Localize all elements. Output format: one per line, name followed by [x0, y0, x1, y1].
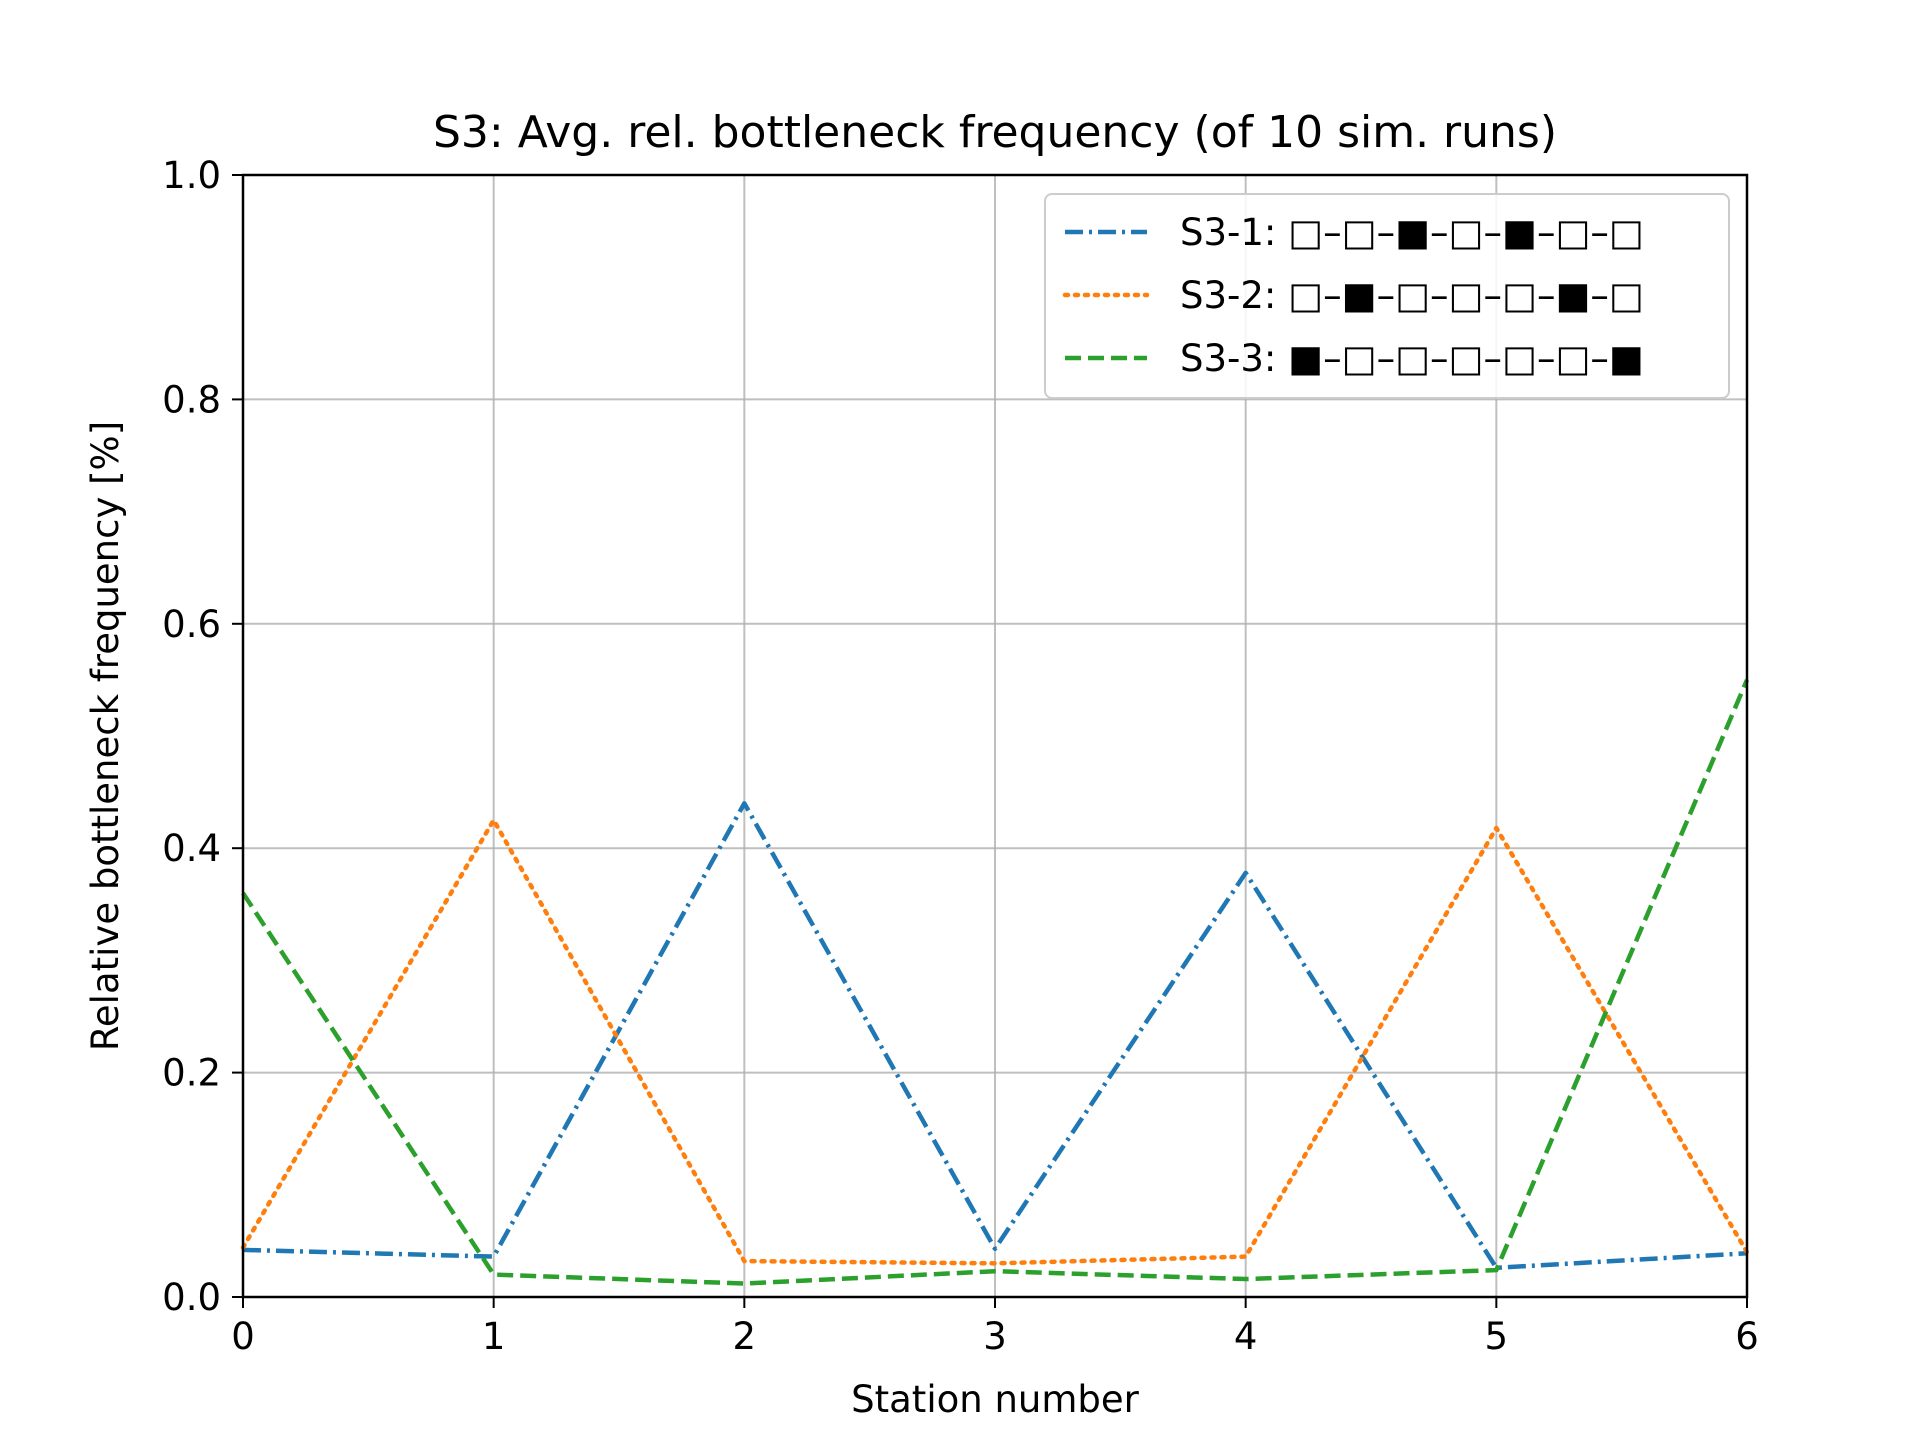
y-tick-label: 0.8 [162, 378, 221, 421]
x-tick-label: 5 [1485, 1315, 1509, 1358]
x-tick-label: 4 [1234, 1315, 1258, 1358]
x-tick-label: 2 [733, 1315, 757, 1358]
x-tick-label: 0 [231, 1315, 255, 1358]
x-tick-label: 6 [1735, 1315, 1759, 1358]
y-tick-label: 0.2 [162, 1052, 221, 1095]
y-tick-label: 0.0 [162, 1276, 221, 1319]
y-tick-label: 0.6 [162, 603, 221, 646]
legend-label-3: S3-3: ■–□–□–□–□–□–■ [1180, 337, 1644, 380]
chart-title: S3: Avg. rel. bottleneck frequency (of 1… [433, 107, 1557, 158]
legend: S3-1: □–□–■–□–■–□–□ S3-2: □–■–□–□–□–■–□ S3… [1044, 193, 1730, 399]
y-axis-label: Relative bottleneck frequency [%] [84, 421, 127, 1051]
legend-label-2: S3-2: □–■–□–□–□–■–□ [1180, 274, 1644, 317]
x-axis-label: Station number [851, 1378, 1139, 1421]
y-axis-ticks: 0.0 0.2 0.4 0.6 0.8 1.0 [162, 154, 243, 1319]
x-axis-ticks: 0 1 2 3 4 5 6 [231, 1297, 1759, 1358]
y-tick-label: 0.4 [162, 827, 221, 870]
x-tick-label: 3 [983, 1315, 1007, 1358]
legend-label-1: S3-1: □–□–■–□–■–□–□ [1180, 211, 1644, 254]
x-tick-label: 1 [482, 1315, 506, 1358]
legend-box [1044, 193, 1730, 399]
y-tick-label: 1.0 [162, 154, 221, 197]
